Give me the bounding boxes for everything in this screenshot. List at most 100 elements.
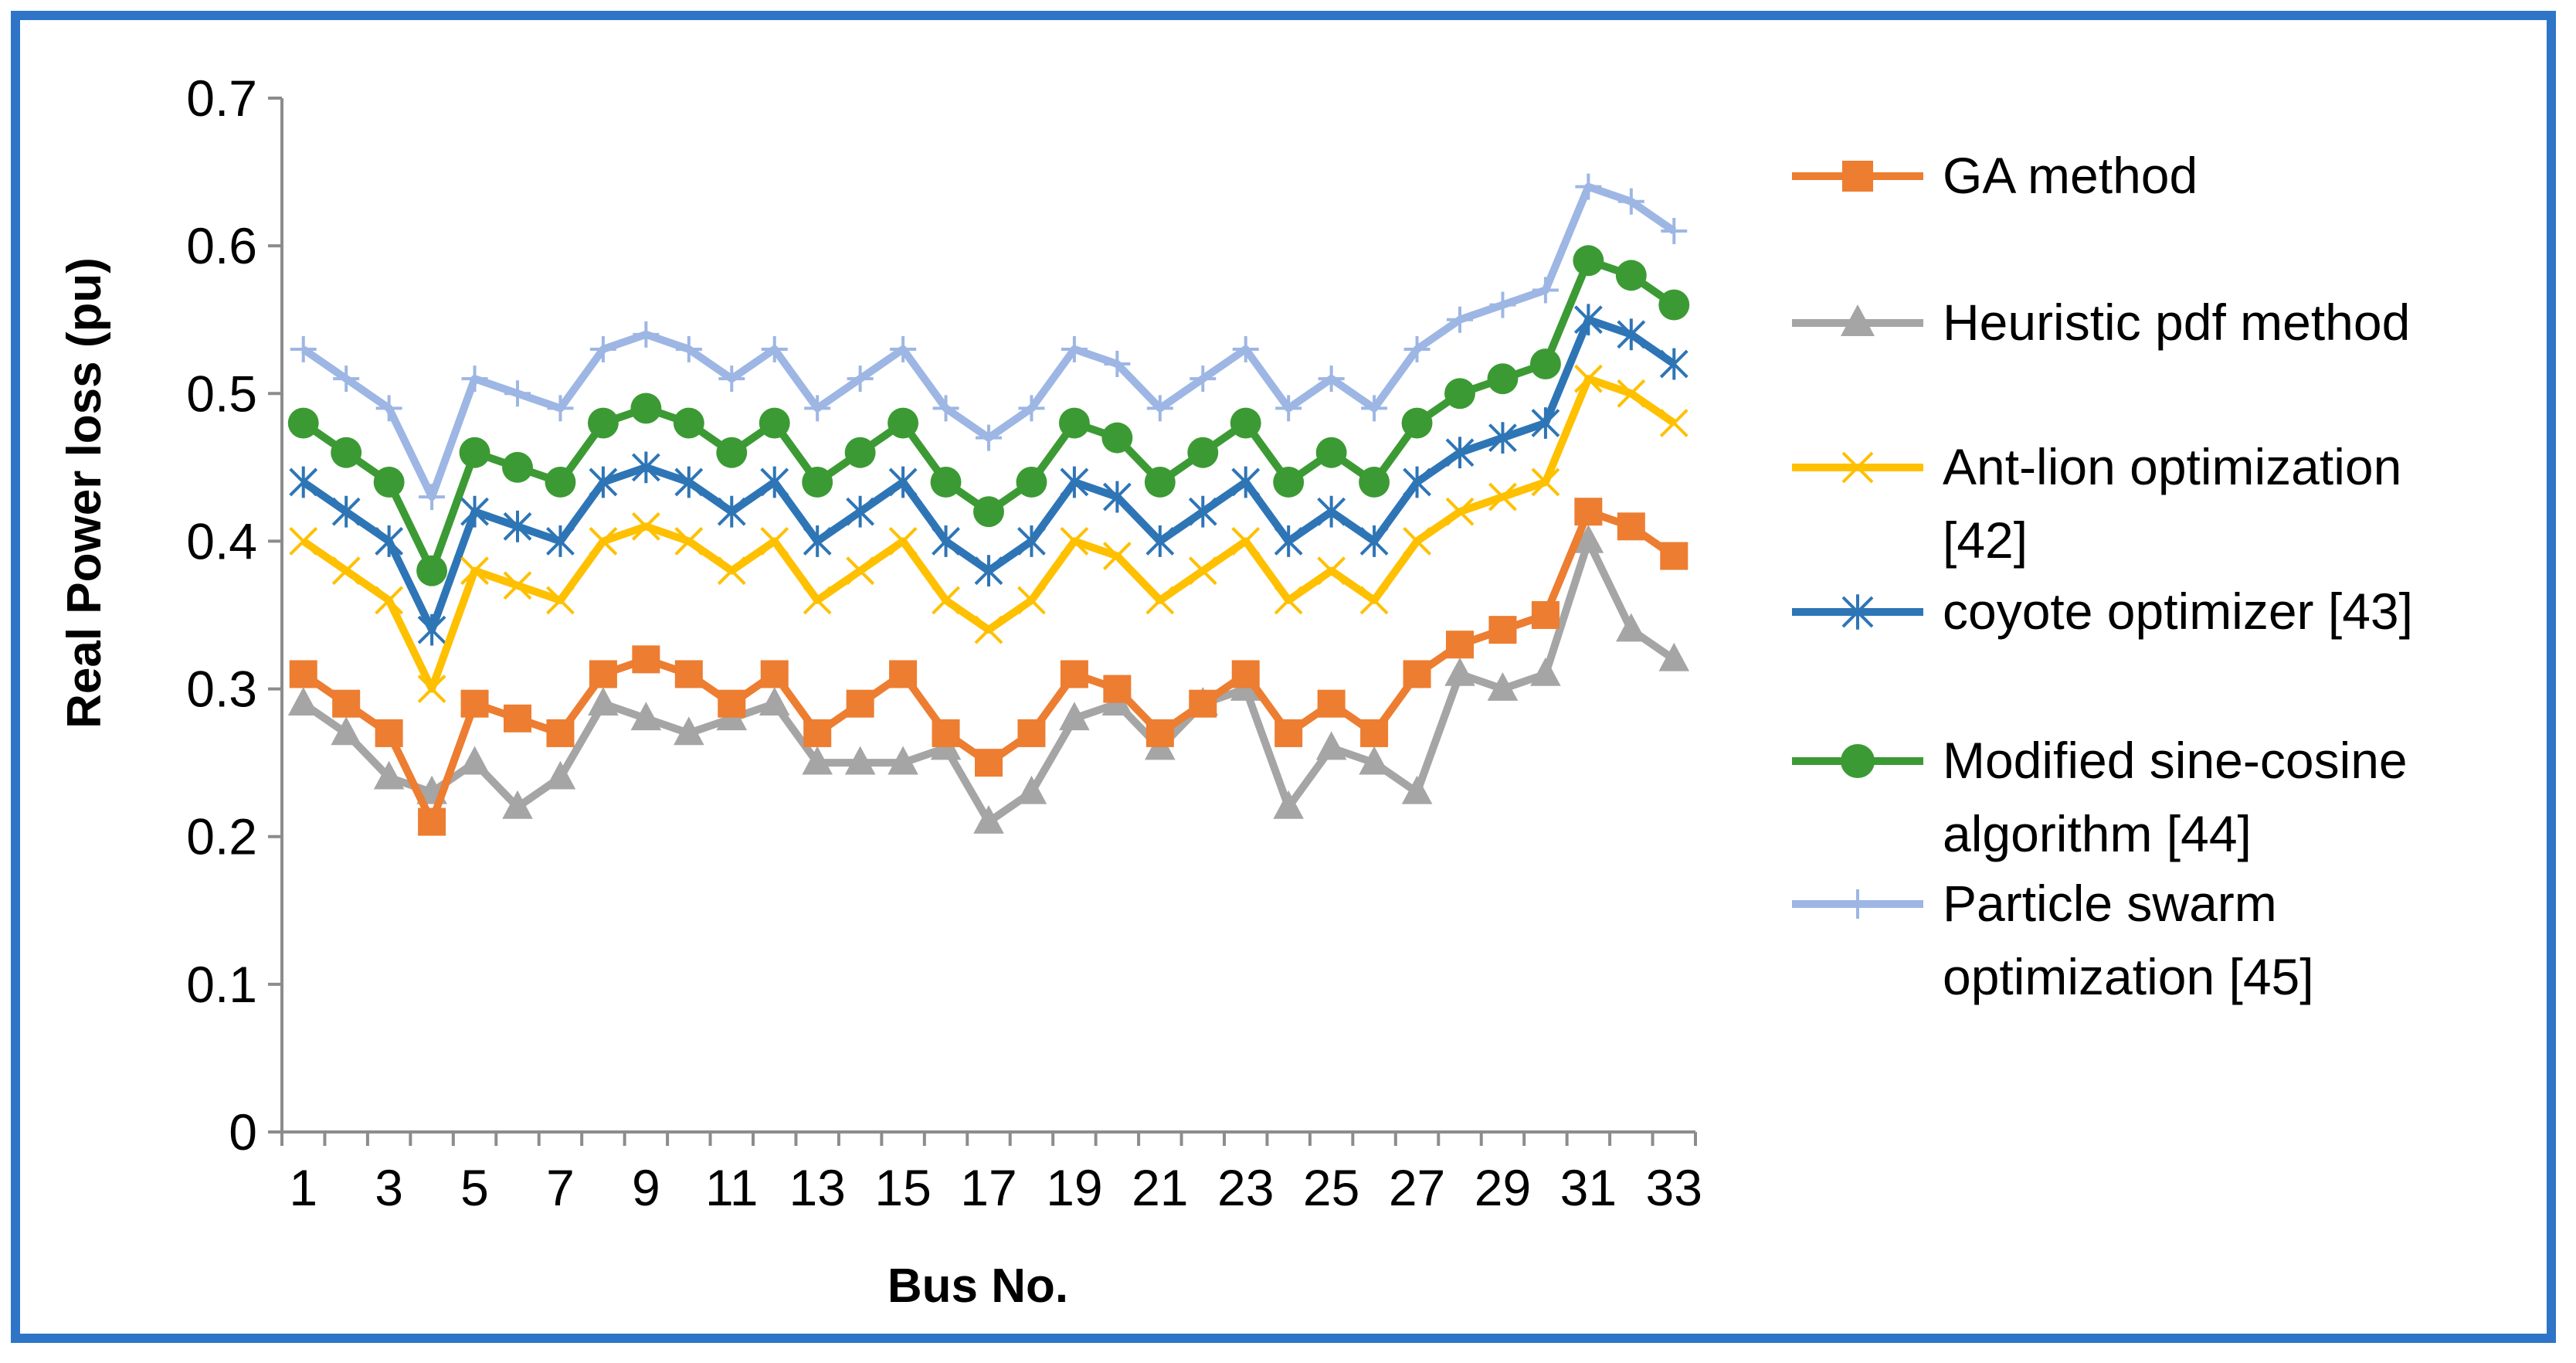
data-point xyxy=(1487,671,1519,701)
data-point xyxy=(1529,348,1561,380)
data-point xyxy=(1275,395,1302,422)
data-point xyxy=(417,675,446,703)
data-point xyxy=(1017,586,1046,615)
data-point xyxy=(674,466,704,498)
data-point xyxy=(1187,437,1219,468)
series-modified-sine-cosine-algorithm-44 xyxy=(287,245,1690,586)
data-point xyxy=(1189,689,1217,718)
data-point xyxy=(1274,719,1303,747)
x-tick-label: 27 xyxy=(1389,1159,1445,1216)
data-point xyxy=(846,689,874,718)
data-point xyxy=(1445,497,1475,526)
data-point xyxy=(1059,702,1090,731)
legend-entry: GA method xyxy=(1792,147,2198,204)
data-point xyxy=(588,687,619,715)
legend-entry: Ant-lion optimization [42] xyxy=(1792,438,2401,569)
x-tick-label: 19 xyxy=(1046,1159,1102,1216)
x-tick-label: 11 xyxy=(705,1159,759,1216)
x-tick-label: 9 xyxy=(632,1159,660,1216)
data-point xyxy=(888,466,918,498)
data-point xyxy=(1617,318,1646,351)
data-point xyxy=(589,527,618,556)
data-point xyxy=(1359,586,1389,615)
data-point xyxy=(673,407,704,439)
data-point xyxy=(331,495,361,528)
x-tick-label: 15 xyxy=(874,1159,931,1216)
data-point xyxy=(589,660,617,688)
data-point xyxy=(674,527,704,556)
data-point xyxy=(803,525,832,557)
legend-label: coyote optimizer [43] xyxy=(1943,583,2413,640)
data-point xyxy=(974,615,1003,644)
data-point xyxy=(1488,616,1517,644)
data-point xyxy=(932,395,959,422)
data-point xyxy=(1617,379,1646,408)
data-point xyxy=(1840,743,1875,779)
data-point xyxy=(1317,495,1346,528)
data-point xyxy=(1231,660,1260,688)
data-point xyxy=(717,495,746,528)
legend-label: Ant-lion optimization xyxy=(1943,438,2401,495)
data-point xyxy=(1230,407,1261,439)
data-point xyxy=(1403,660,1431,688)
data-point xyxy=(675,335,702,362)
data-point xyxy=(1274,586,1303,615)
data-point xyxy=(1103,675,1132,703)
data-point xyxy=(888,407,919,439)
data-point xyxy=(1361,395,1388,422)
data-point xyxy=(504,704,531,732)
data-point xyxy=(331,437,362,468)
data-point xyxy=(1615,260,1647,291)
data-point xyxy=(1274,525,1303,557)
x-tick-label: 1 xyxy=(289,1159,317,1216)
data-point xyxy=(503,510,532,542)
y-tick-label: 0.2 xyxy=(186,808,257,865)
legend-label: [42] xyxy=(1943,512,2028,569)
x-tick-label: 17 xyxy=(960,1159,1016,1216)
data-point xyxy=(932,586,960,615)
legend-label: Modified sine-cosine xyxy=(1943,732,2408,789)
data-point xyxy=(976,424,1002,451)
data-point xyxy=(1145,586,1175,615)
data-point xyxy=(416,555,448,586)
legend-label: Particle swarm xyxy=(1943,875,2277,932)
data-point xyxy=(1315,437,1347,468)
legend-entry: Particle swarm optimization [45] xyxy=(1792,875,2314,1005)
x-tick-label: 25 xyxy=(1303,1159,1359,1216)
data-point xyxy=(461,365,488,393)
data-point xyxy=(373,467,405,498)
data-point xyxy=(1016,775,1047,804)
data-point xyxy=(1403,527,1431,556)
data-point xyxy=(289,527,318,556)
data-point xyxy=(546,719,575,747)
data-point xyxy=(1101,422,1133,454)
series-coyote-optimizer-43 xyxy=(289,304,1688,646)
data-point xyxy=(1531,407,1560,439)
data-point xyxy=(632,645,660,674)
data-point xyxy=(1273,467,1305,498)
data-point xyxy=(375,525,404,557)
data-point xyxy=(1232,335,1259,362)
data-point xyxy=(1617,188,1644,215)
data-point xyxy=(1058,407,1090,439)
legend-label: GA method xyxy=(1943,147,2198,204)
data-point xyxy=(974,555,1003,587)
series-particle-swarm-optimization-45 xyxy=(290,173,1688,511)
data-point xyxy=(503,571,532,600)
legend-label: Heuristic pdf method xyxy=(1943,294,2410,351)
data-point xyxy=(1531,601,1560,629)
data-point xyxy=(1018,395,1045,422)
data-point xyxy=(1360,719,1389,747)
data-point xyxy=(1575,173,1602,200)
legend-entry: coyote optimizer [43] xyxy=(1792,583,2413,640)
data-point xyxy=(1317,556,1346,586)
data-point xyxy=(674,716,704,746)
data-point xyxy=(846,556,875,586)
data-point xyxy=(847,365,874,393)
data-point xyxy=(888,527,918,556)
legend: GA method Heuristic pdf method Ant-lion op… xyxy=(1792,147,2413,1005)
data-point xyxy=(1104,351,1131,378)
x-tick-label: 23 xyxy=(1217,1159,1274,1216)
data-point xyxy=(718,365,745,393)
